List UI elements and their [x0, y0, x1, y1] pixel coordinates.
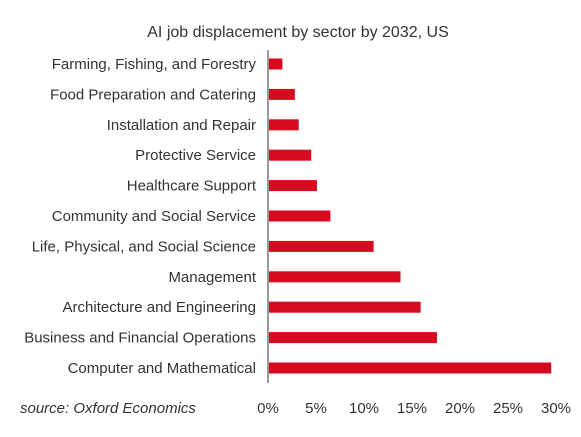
x-tick-label: 5%: [305, 400, 327, 417]
bar-management: [269, 271, 401, 283]
bar-farming-fishing-and-forestry: [269, 58, 283, 70]
category-label-food-preparation-and-catering: Food Preparation and Catering: [50, 86, 256, 103]
bar-community-and-social-service: [269, 210, 331, 222]
x-tick-label: 0%: [257, 400, 279, 417]
category-label-community-and-social-service: Community and Social Service: [52, 208, 256, 225]
bars-layer: [269, 58, 552, 374]
bar-food-preparation-and-catering: [269, 88, 295, 100]
category-label-farming-fishing-and-forestry: Farming, Fishing, and Forestry: [52, 56, 257, 73]
x-tick-label: 10%: [349, 400, 379, 417]
category-label-protective-service: Protective Service: [135, 147, 256, 164]
x-tick-label: 25%: [493, 400, 523, 417]
category-label-computer-and-mathematical: Computer and Mathematical: [68, 360, 256, 377]
bar-protective-service: [269, 149, 312, 161]
category-label-management: Management: [168, 269, 256, 286]
category-label-business-and-financial-operations: Business and Financial Operations: [24, 330, 256, 347]
category-label-installation-and-repair: Installation and Repair: [107, 117, 256, 134]
category-labels: Farming, Fishing, and Forestry Food Prepa…: [24, 56, 257, 377]
category-label-life-physical-and-social-science: Life, Physical, and Social Science: [32, 238, 256, 255]
bar-installation-and-repair: [269, 119, 299, 131]
x-tick-label: 30%: [541, 400, 571, 417]
bar-computer-and-mathematical: [269, 362, 552, 374]
source-note: source: Oxford Economics: [20, 400, 196, 417]
bar-healthcare-support: [269, 180, 317, 192]
chart-title: AI job displacement by sector by 2032, U…: [147, 24, 449, 41]
bar-architecture-and-engineering: [269, 301, 421, 313]
x-tick-label: 15%: [397, 400, 427, 417]
x-tick-label: 20%: [445, 400, 475, 417]
category-label-architecture-and-engineering: Architecture and Engineering: [63, 299, 256, 316]
x-axis-ticks: 0% 5% 10% 15% 20% 25% 30%: [257, 400, 571, 417]
bar-business-and-financial-operations: [269, 332, 437, 344]
category-label-healthcare-support: Healthcare Support: [127, 178, 257, 195]
bar-life-physical-and-social-science: [269, 240, 374, 252]
